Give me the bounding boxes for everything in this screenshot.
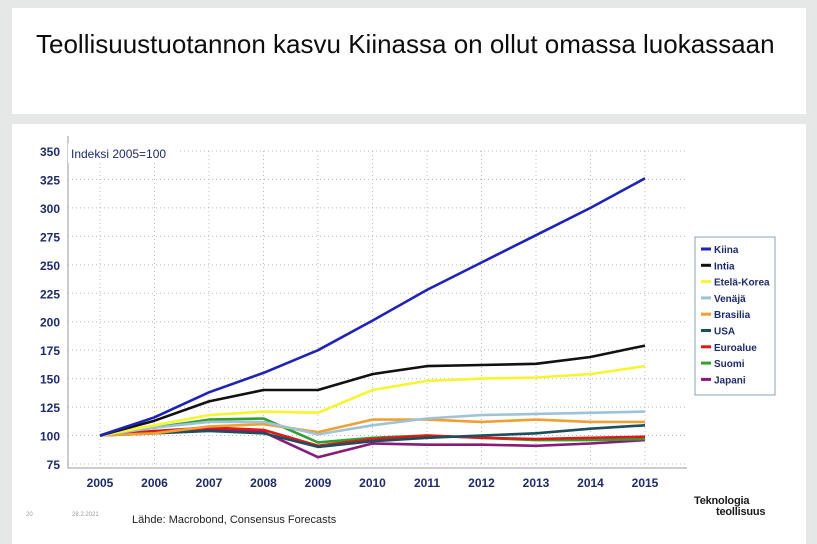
y-tick-label: 250 (40, 259, 60, 273)
legend-label: USA (714, 327, 735, 338)
y-axis-ticks: 75 100 125 150 175 200 225 250 275 300 325 350 (40, 145, 60, 472)
line-chart: 75 100 125 150 175 200 225 250 275 300 325 350 2005… (40, 136, 776, 490)
x-tick-label: 2015 (632, 476, 659, 490)
y-tick-label: 100 (40, 430, 60, 444)
page-number: 20 (26, 512, 33, 518)
x-tick-label: 2009 (305, 476, 332, 490)
y-tick-label: 150 (40, 373, 60, 387)
y-tick-label: 200 (40, 316, 60, 330)
x-tick-label: 2012 (468, 476, 495, 490)
y-tick-label: 275 (40, 230, 60, 244)
series-line-etel-korea (99, 364, 646, 437)
x-axis-ticks: 2005 2006 2007 2008 2009 2010 2011 2012 2013 2014… (87, 476, 659, 490)
chart-title-bg (68, 143, 180, 163)
x-tick-label: 2011 (414, 476, 440, 490)
title-panel: Teollisuustuotannon kasvu Kiinassa on ol… (12, 8, 806, 114)
logo-text-line2: teollisuus (716, 506, 766, 518)
series-line-usa (99, 424, 646, 449)
series-line-kiina (99, 177, 646, 437)
legend-label: Japani (714, 375, 746, 386)
y-tick-label: 175 (40, 344, 60, 358)
legend-label: Venäjä (714, 294, 746, 305)
y-tick-label: 350 (40, 145, 60, 159)
chart-title: Indeksi 2005=100 (71, 147, 166, 161)
y-tick-label: 75 (47, 458, 61, 472)
x-tick-label: 2005 (87, 476, 114, 490)
logo-text-line1: Teknologia (694, 495, 750, 507)
series-line-intia (99, 344, 646, 437)
y-tick-label: 325 (40, 173, 60, 187)
legend-label: Kiina (714, 245, 739, 256)
legend-label: Intia (714, 261, 735, 272)
series-line-ven-j- (99, 410, 646, 437)
x-tick-label: 2008 (250, 476, 277, 490)
legend-label: Etelä-Korea (714, 278, 770, 289)
legend-label: Suomi (714, 359, 745, 370)
x-tick-label: 2010 (359, 476, 386, 490)
content-panel: 75 100 125 150 175 200 225 250 275 300 325 350 2005… (12, 124, 806, 544)
slide-date: 28.2.2021 (72, 512, 99, 518)
x-tick-label: 2006 (141, 476, 168, 490)
slide-title: Teollisuustuotannon kasvu Kiinassa on ol… (36, 29, 775, 59)
y-tick-label: 125 (40, 401, 60, 415)
legend-label: Brasilia (714, 310, 751, 321)
teknologiateollisuus-logo: Teknologia teollisuus (690, 495, 790, 519)
source-note: Lähde: Macrobond, Consensus Forecasts (132, 514, 337, 526)
x-tick-label: 2007 (196, 476, 223, 490)
legend-label: Euroalue (714, 343, 757, 354)
y-tick-label: 300 (40, 202, 60, 216)
chart-series (99, 177, 646, 459)
series-line-brasilia (99, 418, 645, 437)
x-tick-label: 2013 (523, 476, 550, 490)
y-tick-label: 225 (40, 287, 60, 301)
legend-box (694, 236, 776, 396)
chart-legend: Kiina Intia Etelä-Korea Venäjä Brasilia USA Eu… (694, 236, 776, 396)
x-tick-label: 2014 (577, 476, 604, 490)
